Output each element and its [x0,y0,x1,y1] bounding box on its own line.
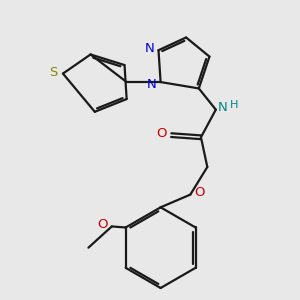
Text: O: O [157,127,167,140]
Text: N: N [146,78,156,91]
Text: O: O [194,186,205,199]
Text: O: O [97,218,108,231]
Text: N: N [144,42,154,55]
Text: S: S [50,66,58,79]
Text: H: H [230,100,238,110]
Text: N: N [217,101,227,114]
